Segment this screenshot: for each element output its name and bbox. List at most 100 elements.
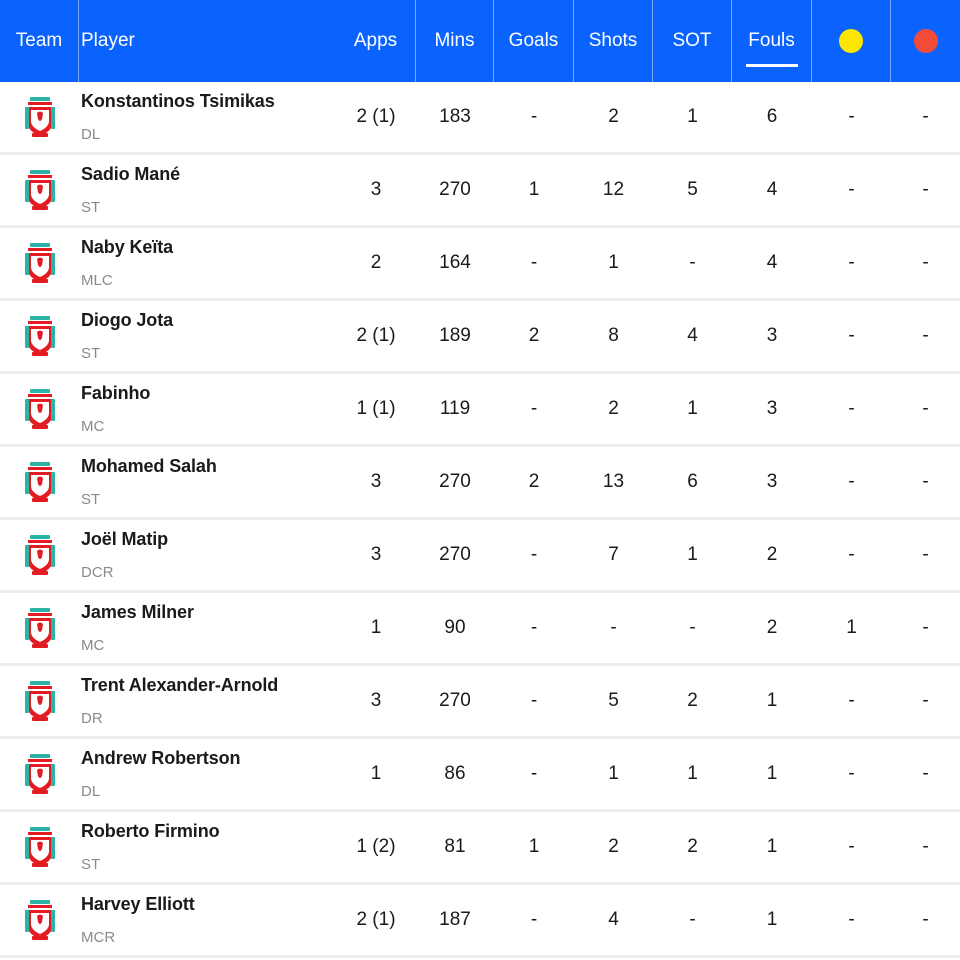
apps-value: 3 [370,544,382,565]
yellow-cards-value: - [848,836,855,857]
column-header-team[interactable]: Team [0,0,79,82]
sot-value: 1 [687,544,698,565]
player-cell: Mohamed Salah ST [79,447,336,517]
player-cell: Sadio Mané ST [79,155,336,225]
player-name[interactable]: Andrew Robertson [81,748,241,768]
table-row[interactable]: Fabinho MC 1 (1) 119 - 2 1 3 - - [0,374,960,447]
sot-value: - [689,909,696,930]
liverpool-crest-icon [24,170,55,210]
player-name[interactable]: Joël Matip [81,529,169,549]
yellow-cards-value: - [848,763,855,784]
player-name[interactable]: Mohamed Salah [81,456,217,476]
fouls-value: 2 [766,617,778,638]
sot-value: 2 [687,836,698,857]
player-cell: Joël Matip DCR [79,520,336,590]
team-cell [0,666,79,736]
goals-value: - [530,106,538,127]
column-header-goals[interactable]: Goals [494,0,574,82]
fouls-value: 1 [766,836,778,857]
fouls-value: 2 [766,544,778,565]
mins-value: 270 [439,179,471,200]
mins-value: 270 [439,690,471,711]
goals-value: - [530,617,538,638]
column-header-yellow-cards[interactable] [812,0,891,82]
player-cell: James Milner MC [79,593,336,663]
yellow-card-icon [839,29,863,53]
column-header-red-cards[interactable] [891,0,960,82]
apps-value: 2 (1) [356,909,396,930]
table-row[interactable]: Joël Matip DCR 3 270 - 7 1 2 - - [0,520,960,593]
player-name[interactable]: Naby Keïta [81,237,174,257]
goals-value: 1 [528,179,540,200]
mins-value: 270 [439,471,471,492]
apps-value: 3 [370,690,382,711]
player-cell: Konstantinos Tsimikas DL [79,82,336,152]
mins-value: 164 [439,252,471,273]
player-name[interactable]: Roberto Firmino [81,821,220,841]
team-cell [0,593,79,663]
red-cards-value: - [922,252,929,273]
sot-value: 1 [687,106,698,127]
sot-value: 5 [687,179,698,200]
player-name[interactable]: Harvey Elliott [81,894,195,914]
player-position: DL [81,783,101,800]
column-header-apps[interactable]: Apps [336,0,416,82]
player-name[interactable]: Konstantinos Tsimikas [81,91,275,111]
goals-value: - [530,544,538,565]
table-row[interactable]: Mohamed Salah ST 3 270 2 13 6 3 - - [0,447,960,520]
yellow-cards-value: - [848,544,855,565]
table-row[interactable]: Roberto Firmino ST 1 (2) 81 1 2 2 1 - - [0,812,960,885]
yellow-cards-value: - [848,398,855,419]
mins-value: 183 [439,106,471,127]
mins-value: 86 [444,763,466,784]
player-cell: Roberto Firmino ST [79,812,336,882]
table-row[interactable]: Trent Alexander-Arnold DR 3 270 - 5 2 1 … [0,666,960,739]
table-row[interactable]: Sadio Mané ST 3 270 1 12 5 4 - - [0,155,960,228]
player-name[interactable]: Fabinho [81,383,151,403]
shots-value: 4 [608,909,619,930]
sot-value: 4 [687,325,698,346]
column-header-player[interactable]: Player [81,30,135,51]
shots-value: 2 [608,106,619,127]
apps-value: 1 (1) [356,398,396,419]
mins-value: 90 [444,617,466,638]
mins-value: 187 [439,909,471,930]
yellow-cards-value: - [848,252,855,273]
column-header-mins[interactable]: Mins [416,0,494,82]
player-name[interactable]: Sadio Mané [81,164,181,184]
player-cell: Andrew Robertson DL [79,739,336,809]
yellow-cards-value: - [848,325,855,346]
liverpool-crest-icon [24,535,55,575]
table-row[interactable]: Konstantinos Tsimikas DL 2 (1) 183 - 2 1… [0,82,960,155]
fouls-value: 1 [766,690,778,711]
player-position: MLC [81,272,113,289]
shots-value: 13 [602,471,625,492]
player-name[interactable]: James Milner [81,602,194,622]
table-row[interactable]: Naby Keïta MLC 2 164 - 1 - 4 - - [0,228,960,301]
shots-value: 5 [608,690,619,711]
player-name[interactable]: Trent Alexander-Arnold [81,675,279,695]
column-header-sot[interactable]: SOT [653,0,732,82]
table-row[interactable]: Andrew Robertson DL 1 86 - 1 1 1 - - [0,739,960,812]
player-position: MC [81,637,105,654]
player-position: ST [81,491,101,508]
table-row[interactable]: Diogo Jota ST 2 (1) 189 2 8 4 3 - - [0,301,960,374]
shots-value: 12 [602,179,625,200]
apps-value: 2 (1) [356,325,396,346]
player-position: ST [81,856,101,873]
red-cards-value: - [922,617,929,638]
player-name[interactable]: Diogo Jota [81,310,173,330]
red-cards-value: - [922,325,929,346]
red-cards-value: - [922,836,929,857]
yellow-cards-value: - [848,106,855,127]
table-row[interactable]: James Milner MC 1 90 - - - 2 1 - [0,593,960,666]
sot-value: - [689,252,696,273]
table-row[interactable]: Harvey Elliott MCR 2 (1) 187 - 4 - 1 - - [0,885,960,958]
mins-value: 270 [439,544,471,565]
column-header-fouls[interactable]: Fouls [732,0,812,82]
player-cell: Harvey Elliott MCR [79,885,336,955]
column-header-shots[interactable]: Shots [574,0,653,82]
sot-value: 1 [687,398,698,419]
yellow-cards-value: - [848,909,855,930]
